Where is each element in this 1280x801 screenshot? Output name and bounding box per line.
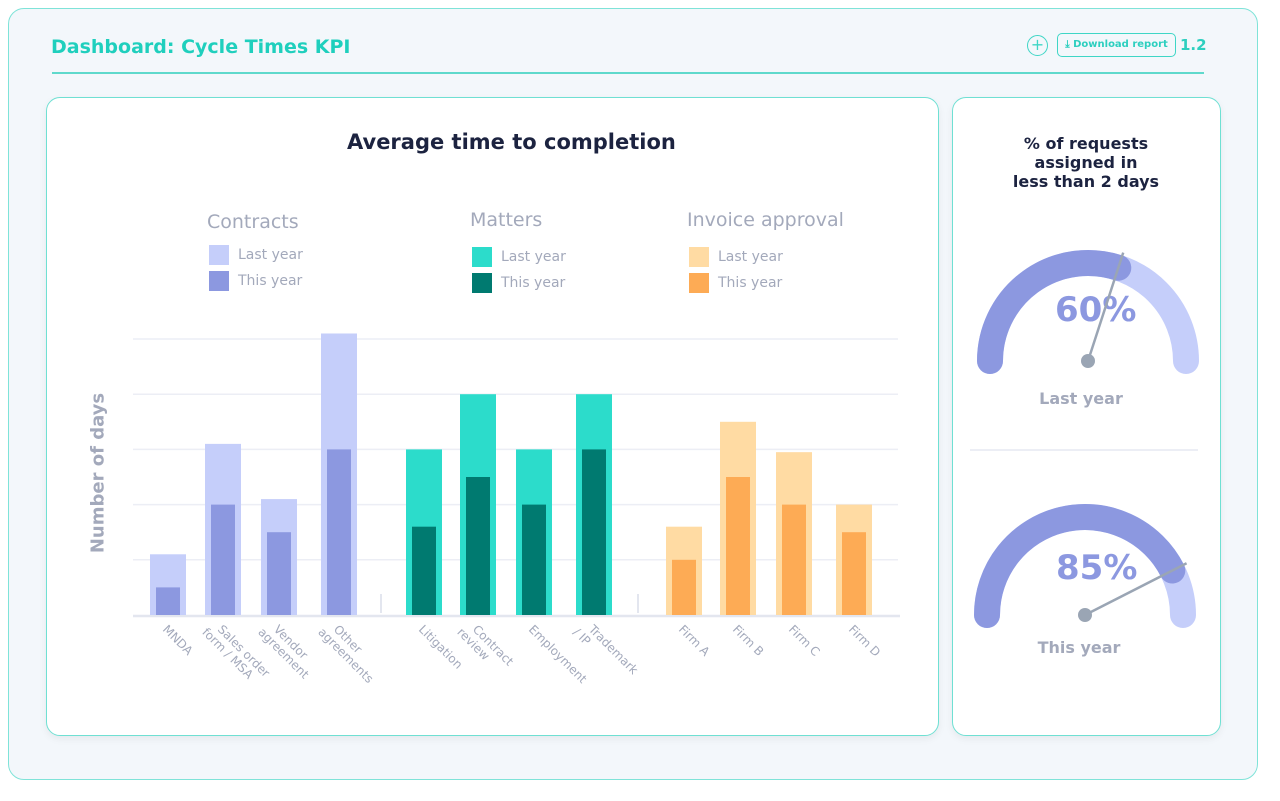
x-tick-label: Firm C	[786, 622, 823, 659]
bar-this-year	[782, 504, 806, 615]
bar-this-year	[842, 532, 866, 615]
bar-this-year	[672, 559, 696, 615]
legend-contracts-this: This year	[209, 271, 302, 291]
plus-circle-icon[interactable]: +	[1027, 35, 1048, 56]
download-report-button[interactable]: ⤓ Download report	[1057, 33, 1176, 57]
gauge-value-this-year: 85%	[1056, 548, 1138, 588]
gauge-needle-hub	[1078, 608, 1092, 622]
x-tick-label: Firm D	[846, 622, 883, 659]
page-title: Dashboard: Cycle Times KPI	[51, 36, 351, 58]
gauge-value-last-year: 60%	[1055, 290, 1137, 330]
version-label: 1.2	[1180, 36, 1207, 54]
gauge-label-this-year: This year	[1037, 638, 1121, 657]
x-tick-label: Otheragreements	[315, 616, 385, 686]
gauge-fill	[977, 250, 1132, 374]
header-divider	[52, 72, 1204, 74]
download-icon: ⤓	[1065, 39, 1074, 50]
x-tick-label: Firm B	[730, 622, 767, 659]
bar-this-year	[412, 526, 436, 615]
download-report-label: Download report	[1073, 39, 1168, 50]
gauge-fill	[974, 504, 1186, 628]
bar-this-year	[582, 449, 606, 615]
x-tick-label: Litigation	[416, 622, 466, 672]
gauge-label-last-year: Last year	[1039, 389, 1123, 408]
gauge-needle	[1086, 252, 1125, 362]
bar-this-year	[466, 477, 490, 615]
bar-this-year	[522, 504, 546, 615]
x-tick-label: Contractreview	[454, 616, 516, 678]
chart-title: Average time to completion	[347, 130, 676, 154]
legend-contracts-last: Last year	[209, 245, 303, 265]
bar-this-year	[726, 477, 750, 615]
x-tick-label: MNDA	[160, 622, 196, 658]
bar-this-year	[327, 449, 351, 615]
gauge-needle	[1084, 562, 1188, 617]
legend-invoice-this: This year	[689, 273, 782, 293]
gauge-title: % of requests assigned in less than 2 days	[1012, 134, 1160, 191]
legend-matters-last: Last year	[472, 247, 566, 267]
bar-this-year	[211, 504, 235, 615]
legend-title-matters: Matters	[470, 209, 543, 231]
legend-title-contracts: Contracts	[207, 211, 299, 233]
bar-this-year	[267, 532, 291, 615]
legend-matters-this: This year	[472, 273, 565, 293]
legend-invoice-last: Last year	[689, 247, 783, 267]
gauge-needle-hub	[1081, 354, 1095, 368]
x-tick-label: Sales orderform / MSA	[199, 616, 272, 689]
gauge-divider	[970, 449, 1198, 451]
legend-title-invoice: Invoice approval	[687, 209, 844, 231]
gauge-card	[952, 97, 1221, 736]
bar-this-year	[156, 587, 180, 615]
x-tick-label: Firm A	[676, 622, 713, 659]
